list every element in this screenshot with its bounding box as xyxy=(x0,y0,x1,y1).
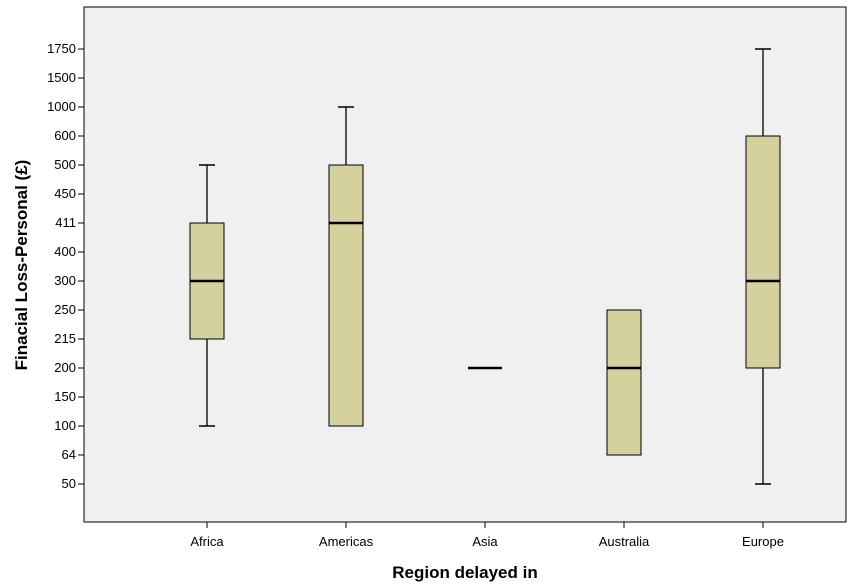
y-tick-label: 64 xyxy=(62,447,76,462)
y-tick-label: 50 xyxy=(62,476,76,491)
y-tick-label: 1500 xyxy=(47,70,76,85)
y-tick-label: 215 xyxy=(54,331,76,346)
x-tick-label: Africa xyxy=(190,534,224,549)
y-tick-label: 500 xyxy=(54,157,76,172)
y-tick-label: 150 xyxy=(54,389,76,404)
y-tick-label: 100 xyxy=(54,418,76,433)
y-axis-ticks: 50 64 100 150 200 215 250 300 400 411 450 500 600 100… xyxy=(47,41,84,491)
x-tick-label: Americas xyxy=(319,534,374,549)
x-tick-label: Australia xyxy=(599,534,650,549)
iqr-box xyxy=(607,310,641,455)
box-australia xyxy=(607,310,641,455)
y-axis-title: Finacial Loss-Personal (£) xyxy=(12,160,31,371)
y-tick-label: 1000 xyxy=(47,99,76,114)
y-tick-label: 250 xyxy=(54,302,76,317)
y-tick-label: 600 xyxy=(54,128,76,143)
y-tick-label: 1750 xyxy=(47,41,76,56)
iqr-box xyxy=(746,136,780,368)
y-tick-label: 450 xyxy=(54,186,76,201)
y-tick-label: 411 xyxy=(55,215,76,230)
y-tick-label: 400 xyxy=(54,244,76,259)
y-tick-label: 300 xyxy=(54,273,76,288)
x-axis-title: Region delayed in xyxy=(392,563,537,582)
x-tick-label: Europe xyxy=(742,534,784,549)
x-axis-ticks: Africa Americas Asia Australia Europe xyxy=(190,522,784,549)
x-tick-label: Asia xyxy=(472,534,498,549)
y-tick-label: 200 xyxy=(54,360,76,375)
iqr-box xyxy=(329,165,363,426)
